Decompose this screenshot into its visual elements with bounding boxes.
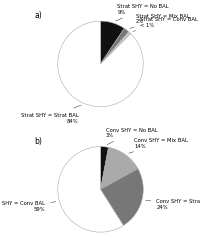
Text: Strat SHY = No BAL
9%: Strat SHY = No BAL 9% (115, 4, 168, 22)
Text: Strat SHY = Mix BAL
2%: Strat SHY = Mix BAL 2% (129, 14, 188, 29)
Wedge shape (100, 147, 108, 190)
Wedge shape (100, 22, 124, 65)
Wedge shape (100, 32, 130, 65)
Text: a): a) (34, 12, 42, 20)
Text: Conv SHY = Conv BAL
59%: Conv SHY = Conv BAL 59% (0, 200, 56, 211)
Wedge shape (100, 29, 128, 65)
Wedge shape (100, 169, 143, 226)
Text: b): b) (34, 136, 42, 145)
Wedge shape (57, 22, 143, 107)
Text: Strat SHY = Conv BAL
< 1%: Strat SHY = Conv BAL < 1% (132, 17, 197, 32)
Text: Conv SHY = Mix BAL
14%: Conv SHY = Mix BAL 14% (128, 138, 187, 154)
Wedge shape (57, 147, 123, 232)
Wedge shape (100, 148, 137, 190)
Text: Strat SHY = Strat BAL
84%: Strat SHY = Strat BAL 84% (21, 106, 81, 123)
Text: Conv SHY = No BAL
3%: Conv SHY = No BAL 3% (105, 127, 157, 145)
Text: Conv SHY = Strat BAL
24%: Conv SHY = Strat BAL 24% (145, 198, 200, 209)
